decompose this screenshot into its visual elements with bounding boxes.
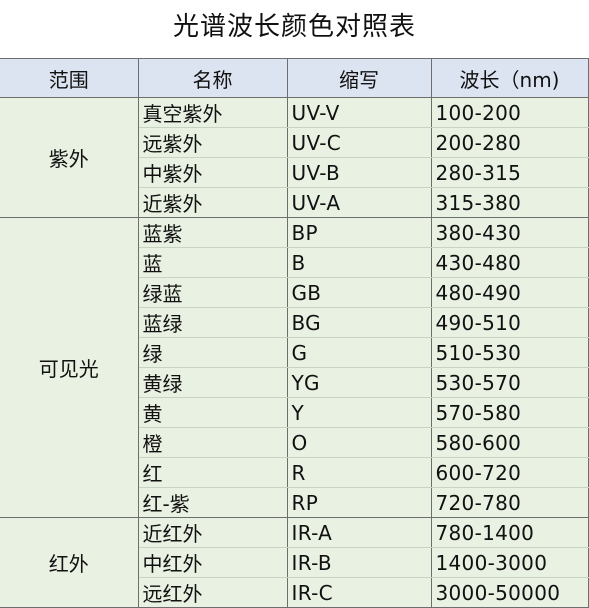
- wavelength-cell: 280-315: [430, 157, 589, 188]
- wavelength-table: 范围 名称 缩写 波长（nm) 紫外 真空紫外 UV-V 100-200 远紫外 UV-C…: [0, 58, 589, 608]
- table-row: 红外 近红外 IR-A 780-1400: [0, 517, 589, 608]
- abbr-cell: GB: [286, 277, 432, 308]
- abbr-cell: IR-B: [286, 547, 432, 578]
- abbr-cell: BG: [286, 307, 432, 338]
- name-cell: 近红外: [137, 517, 288, 548]
- abbr-cell: RP: [286, 487, 432, 518]
- abbr-cell: B: [286, 247, 432, 278]
- wavelength-cell: 3000-50000: [430, 577, 589, 608]
- wavelength-cell: 430-480: [430, 247, 589, 278]
- wavelength-cell: 490-510: [430, 307, 589, 338]
- wavelength-cell: 580-600: [430, 427, 589, 458]
- table-row: 红 R 600-720: [0, 457, 589, 488]
- table-row: 黄绿 YG 530-570: [0, 367, 589, 398]
- table-row: 中紫外 UV-B 280-315: [0, 157, 589, 188]
- abbr-cell: UV-V: [286, 97, 432, 128]
- table-row: 黄 Y 570-580: [0, 397, 589, 428]
- header-abbr: 缩写: [286, 58, 432, 98]
- name-cell: 蓝: [137, 247, 288, 278]
- wavelength-cell: 570-580: [430, 397, 589, 428]
- name-cell: 红: [137, 457, 288, 488]
- table-body: 紫外 真空紫外 UV-V 100-200 远紫外 UV-C 200-280 中紫外 UV-B 28…: [0, 97, 589, 608]
- name-cell: 红-紫: [137, 487, 288, 518]
- wavelength-cell: 720-780: [430, 487, 589, 518]
- header-wavelength: 波长（nm): [430, 58, 589, 98]
- abbr-cell: YG: [286, 367, 432, 398]
- table-row: 可见光 蓝紫 BP 380-430: [0, 217, 589, 518]
- abbr-cell: O: [286, 427, 432, 458]
- name-cell: 真空紫外: [137, 97, 288, 128]
- name-cell: 黄: [137, 397, 288, 428]
- abbr-cell: BP: [286, 217, 432, 248]
- wavelength-cell: 510-530: [430, 337, 589, 368]
- table-row: 中红外 IR-B 1400-3000: [0, 547, 589, 578]
- wavelength-cell: 480-490: [430, 277, 589, 308]
- abbr-cell: UV-B: [286, 157, 432, 188]
- name-cell: 远紫外: [137, 127, 288, 158]
- name-cell: 近紫外: [137, 187, 288, 218]
- name-cell: 绿蓝: [137, 277, 288, 308]
- wavelength-cell: 200-280: [430, 127, 589, 158]
- range-cell: 可见光: [0, 217, 139, 518]
- table-row: 红-紫 RP 720-780: [0, 487, 589, 518]
- page-title: 光谱波长颜色对照表: [172, 12, 416, 42]
- table-row: 绿 G 510-530: [0, 337, 589, 368]
- table-row: 橙 O 580-600: [0, 427, 589, 458]
- wavelength-cell: 780-1400: [430, 517, 589, 548]
- wavelength-cell: 530-570: [430, 367, 589, 398]
- wavelength-cell: 1400-3000: [430, 547, 589, 578]
- name-cell: 蓝紫: [137, 217, 288, 248]
- name-cell: 橙: [137, 427, 288, 458]
- abbr-cell: UV-C: [286, 127, 432, 158]
- table-row: 紫外 真空紫外 UV-V 100-200: [0, 97, 589, 218]
- wavelength-cell: 380-430: [430, 217, 589, 248]
- abbr-cell: G: [286, 337, 432, 368]
- header-name: 名称: [137, 58, 288, 98]
- abbr-cell: UV-A: [286, 187, 432, 218]
- wavelength-cell: 315-380: [430, 187, 589, 218]
- wavelength-cell: 100-200: [430, 97, 589, 128]
- abbr-cell: IR-A: [286, 517, 432, 548]
- name-cell: 蓝绿: [137, 307, 288, 338]
- abbr-cell: IR-C: [286, 577, 432, 608]
- table-row: 近紫外 UV-A 315-380: [0, 187, 589, 218]
- name-cell: 中红外: [137, 547, 288, 578]
- name-cell: 绿: [137, 337, 288, 368]
- name-cell: 远红外: [137, 577, 288, 608]
- abbr-cell: R: [286, 457, 432, 488]
- range-cell: 红外: [0, 517, 139, 608]
- name-cell: 黄绿: [137, 367, 288, 398]
- table-row: 蓝绿 BG 490-510: [0, 307, 589, 338]
- table-row: 绿蓝 GB 480-490: [0, 277, 589, 308]
- name-cell: 中紫外: [137, 157, 288, 188]
- header-row: 范围 名称 缩写 波长（nm): [0, 58, 589, 98]
- range-cell: 紫外: [0, 97, 139, 218]
- wavelength-cell: 600-720: [430, 457, 589, 488]
- header-range: 范围: [0, 58, 139, 98]
- table-row: 蓝 B 430-480: [0, 247, 589, 278]
- abbr-cell: Y: [286, 397, 432, 428]
